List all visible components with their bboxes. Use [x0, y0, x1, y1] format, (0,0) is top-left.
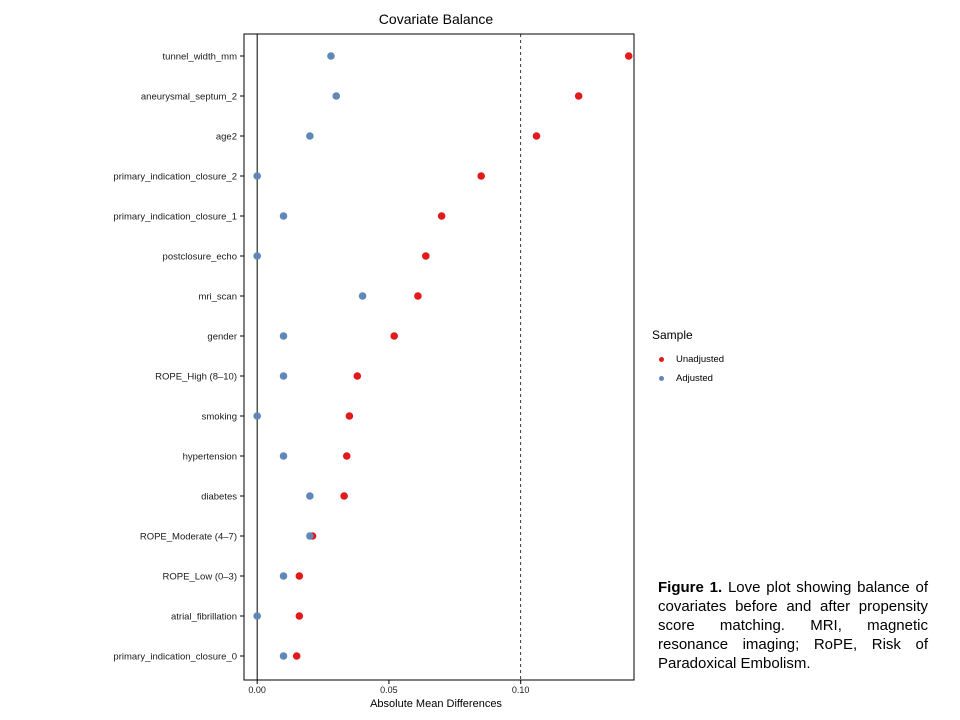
y-tick-label: aneurysmal_septum_2 [141, 92, 237, 103]
point-unadjusted [292, 652, 301, 660]
y-tick-label: ROPE_Low (0–3) [163, 572, 237, 583]
point-unadjusted [437, 212, 446, 220]
point-adjusted [253, 412, 261, 420]
x-tick-label: 0.00 [248, 685, 266, 695]
chart-title: Covariate Balance [379, 11, 494, 27]
x-tick-label: 0.10 [512, 685, 530, 695]
y-tick-label: smoking [202, 412, 237, 423]
point-adjusted [279, 452, 288, 460]
point-unadjusted [353, 372, 362, 380]
legend-item-unadjusted: Unadjusted [652, 350, 792, 369]
y-tick-label: primary_indication_closure_1 [113, 212, 237, 223]
point-adjusted [253, 172, 261, 180]
point-unadjusted [422, 252, 430, 260]
point-unadjusted [340, 492, 348, 500]
x-tick-label: 0.05 [380, 685, 398, 695]
point-unadjusted [295, 572, 304, 580]
y-tick-label: mri_scan [198, 292, 237, 303]
legend-dot-adjusted [659, 376, 664, 381]
legend-label-adjusted: Adjusted [676, 373, 713, 384]
y-tick-label: hypertension [183, 452, 237, 463]
point-adjusted [253, 612, 261, 620]
caption-text: Love plot showing balance of covariates … [658, 579, 928, 672]
point-unadjusted [390, 332, 399, 340]
y-tick-label: age2 [216, 132, 237, 143]
y-tick-label: primary_indication_closure_0 [113, 652, 237, 663]
y-tick-label: postclosure_echo [163, 252, 237, 263]
point-unadjusted [624, 52, 633, 60]
y-tick-label: ROPE_Moderate (4–7) [140, 532, 237, 543]
point-adjusted [327, 52, 335, 60]
y-tick-label: ROPE_High (8–10) [155, 372, 237, 383]
point-adjusted [332, 92, 341, 100]
point-unadjusted [342, 452, 351, 460]
point-adjusted [279, 212, 288, 220]
y-tick-label: atrial_fibrillation [171, 612, 237, 623]
point-adjusted [253, 252, 261, 260]
point-unadjusted [574, 92, 583, 100]
point-adjusted [358, 292, 367, 300]
legend-title: Sample [652, 328, 693, 342]
legend-label-unadjusted: Unadjusted [676, 354, 725, 365]
point-adjusted [306, 492, 314, 500]
point-adjusted [306, 532, 314, 540]
y-tick-label: tunnel_width_mm [163, 52, 238, 63]
legend-item-adjusted: Adjusted [652, 369, 792, 388]
point-unadjusted [295, 612, 304, 620]
point-unadjusted [532, 132, 541, 140]
x-axis-label: Absolute Mean Differences [370, 698, 502, 710]
point-adjusted [279, 332, 288, 340]
point-unadjusted [345, 412, 354, 420]
legend-dot-unadjusted [659, 357, 664, 362]
y-tick-label: gender [207, 332, 237, 343]
y-tick-label: diabetes [201, 492, 237, 503]
point-adjusted [306, 132, 314, 140]
figure-caption: Figure 1. Love plot showing balance of c… [658, 578, 928, 673]
caption-label: Figure 1. [658, 579, 723, 596]
legend: Sample Unadjusted Adjusted [652, 328, 792, 388]
point-unadjusted [414, 292, 422, 300]
point-adjusted [279, 572, 288, 580]
plot-frame [243, 33, 635, 681]
point-unadjusted [477, 172, 485, 180]
point-adjusted [279, 652, 288, 660]
y-tick-label: primary_indication_closure_2 [113, 172, 237, 183]
point-adjusted [279, 372, 288, 380]
